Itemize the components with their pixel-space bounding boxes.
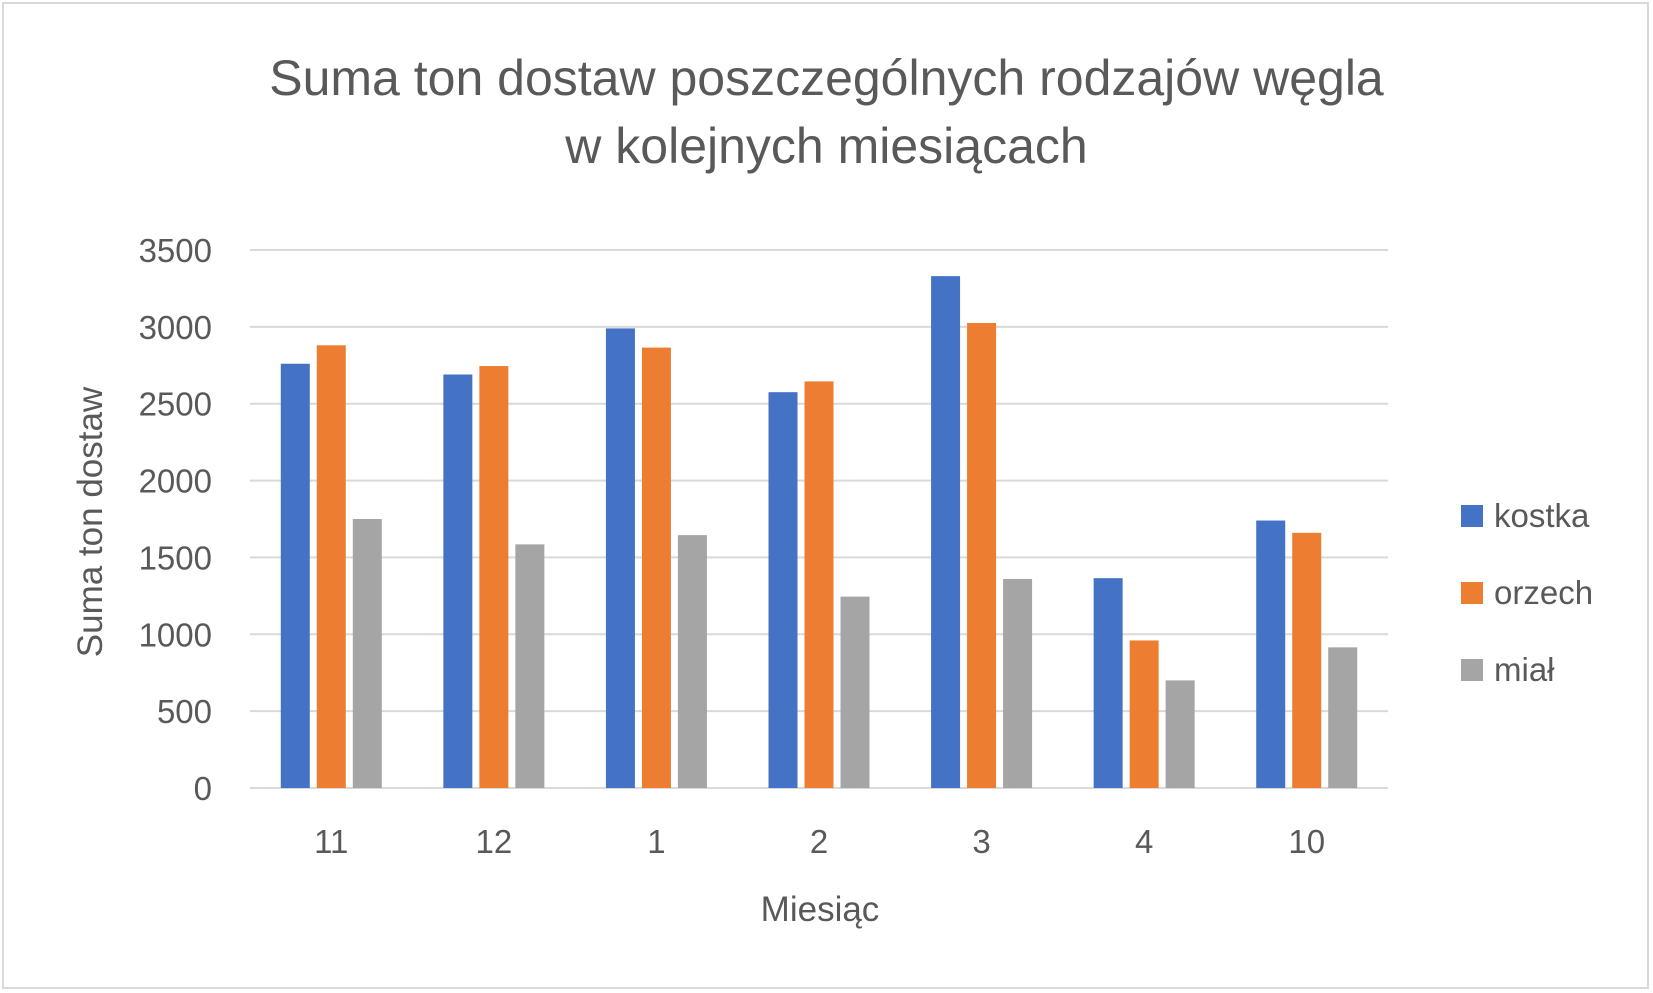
- bar-orzech-1: [641, 347, 671, 788]
- x-tick-label: 10: [1288, 823, 1325, 860]
- y-tick-label: 0: [194, 770, 212, 807]
- bar-kostka-11: [280, 363, 310, 788]
- y-tick-label: 2500: [139, 386, 212, 423]
- legend-label-kostka: kostka: [1494, 497, 1590, 534]
- bars: [280, 276, 1358, 788]
- x-tick-label: 2: [810, 823, 828, 860]
- bar-miał-12: [515, 544, 545, 788]
- y-tick-label: 3500: [139, 232, 212, 269]
- bar-kostka-1: [605, 328, 635, 788]
- bar-kostka-4: [1093, 578, 1123, 788]
- legend-label-orzech: orzech: [1494, 574, 1593, 611]
- legend-swatch-kostka: [1461, 505, 1483, 527]
- bar-miał-4: [1165, 680, 1195, 788]
- y-axis-label: Suma ton dostaw: [71, 386, 110, 657]
- x-tick-label: 4: [1135, 823, 1153, 860]
- bar-orzech-10: [1292, 532, 1322, 788]
- bar-miał-3: [1003, 578, 1033, 788]
- bar-miał-1: [677, 535, 707, 788]
- chart-title: Suma ton dostaw poszczególnych rodzajów …: [0, 44, 1653, 180]
- bar-miał-10: [1328, 647, 1358, 788]
- bar-miał-2: [840, 596, 870, 788]
- bar-orzech-12: [479, 366, 509, 788]
- y-tick-label: 2000: [139, 463, 212, 500]
- legend-swatch-miał: [1461, 659, 1483, 681]
- y-tick-label: 3000: [139, 309, 212, 346]
- bar-kostka-10: [1256, 520, 1286, 788]
- legend: kostka orzech miał: [1461, 497, 1593, 688]
- y-tick-label: 1500: [139, 539, 212, 576]
- bar-miał-11: [352, 519, 382, 788]
- chart-title-line-1: Suma ton dostaw poszczególnych rodzajów …: [269, 50, 1384, 106]
- y-tick-labels: 0 500 1000 1500 2000 2500 3000 3500: [139, 232, 212, 807]
- x-tick-labels: 11 12 1 2 3 4 10: [314, 823, 1325, 860]
- y-tick-label: 500: [157, 693, 212, 730]
- chart-title-line-2: w kolejnych miesiącach: [565, 118, 1088, 174]
- x-axis-label: Miesiąc: [761, 890, 880, 929]
- y-tick-label: 1000: [139, 616, 212, 653]
- x-tick-label: 1: [647, 823, 665, 860]
- x-tick-label: 3: [972, 823, 990, 860]
- bar-orzech-3: [967, 323, 997, 788]
- x-tick-label: 11: [314, 823, 348, 860]
- bar-orzech-4: [1129, 640, 1159, 788]
- bar-kostka-2: [768, 392, 798, 788]
- bar-orzech-11: [316, 345, 346, 788]
- legend-label-miał: miał: [1494, 651, 1555, 688]
- bar-kostka-3: [931, 276, 961, 788]
- legend-swatch-orzech: [1461, 582, 1483, 604]
- bar-orzech-2: [804, 381, 834, 788]
- bar-kostka-12: [443, 374, 473, 788]
- x-tick-label: 12: [475, 823, 512, 860]
